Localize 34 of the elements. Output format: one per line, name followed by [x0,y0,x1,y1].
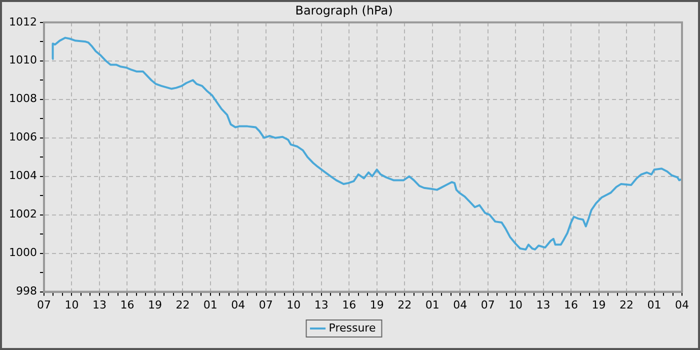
x-tick-label: 13 [92,298,106,312]
y-tick-label: 1010 [8,54,37,67]
x-tick-label: 01 [203,298,218,312]
x-tick-label: 13 [314,298,328,312]
x-tick-label: 01 [647,298,662,312]
x-tick-label: 10 [286,298,301,312]
y-tick-label: 1012 [8,15,37,28]
y-tick-label: 1004 [8,169,37,182]
y-tick-label: 1000 [8,246,37,260]
x-tick-label: 10 [64,298,79,312]
y-tick-label: 1002 [8,208,37,221]
x-tick-label: 01 [425,298,440,312]
x-tick-label: 22 [620,298,634,312]
x-tick-label: 16 [342,298,356,312]
x-tick-label: 19 [370,298,384,312]
x-tick-label: 04 [453,298,468,312]
y-tick-label: 1008 [8,92,37,106]
legend-label: Pressure [328,321,376,334]
x-tick-label: 13 [536,298,550,312]
x-tick-label: 07 [480,298,495,312]
x-tick-label: 19 [592,298,606,312]
x-tick-label: 19 [148,298,162,312]
x-tick-label: 10 [508,298,523,312]
x-tick-label: 16 [564,298,578,312]
x-tick-label: 07 [258,298,273,312]
y-tick-label: 1006 [8,130,37,144]
chart-title: Barograph (hPa) [295,3,393,18]
x-tick-label: 07 [36,298,51,312]
x-tick-label: 04 [675,298,689,312]
y-tick-label: 998 [16,284,37,298]
x-tick-label: 04 [231,298,246,312]
x-tick-label: 22 [176,298,190,312]
x-tick-label: 22 [398,298,412,312]
x-tick-label: 16 [120,298,134,312]
